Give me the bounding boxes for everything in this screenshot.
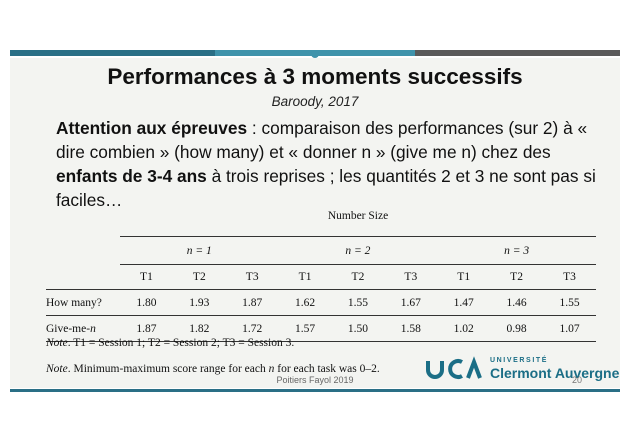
table-cell: 1.50	[331, 315, 385, 342]
table-cell: 1.07	[543, 315, 596, 342]
group-header-n1: n = 1	[120, 236, 279, 265]
table-cell: 1.72	[225, 315, 279, 342]
table-note-score-range: Note. Minimum-maximum score range for ea…	[46, 363, 380, 375]
logo-university-name: Clermont Auvergne	[490, 365, 620, 381]
uca-logo-icon	[426, 356, 482, 379]
table-cell: 1.46	[490, 289, 543, 316]
paragraph-text-1: : comparaison des performances (sur 2) à…	[56, 118, 588, 162]
table-cell: 1.67	[384, 289, 438, 316]
results-table: Number Size n = 1 n = 2 n = 3 T1 T2 T3 T…	[46, 210, 596, 342]
logo-university-label: UNIVERSITÉ	[490, 357, 549, 364]
session-header: T3	[543, 264, 596, 290]
table-caption: Number Size	[327, 210, 389, 222]
paragraph-text-2: à trois reprises ; les quantités 2 et 3 …	[56, 166, 596, 210]
table-cell: 1.58	[384, 315, 438, 342]
bottom-color-bar	[10, 389, 620, 392]
session-header-row: T1 T2 T3 T1 T2 T3 T1 T2 T3	[46, 264, 596, 290]
top-bar-segment-3	[415, 50, 620, 56]
session-header: T2	[490, 264, 543, 290]
session-header: T2	[331, 264, 385, 290]
table-cell: 1.82	[172, 315, 226, 342]
university-logo: UNIVERSITÉ Clermont Auvergne	[424, 356, 620, 382]
table-cell: 0.98	[490, 315, 543, 342]
table-cell: 1.62	[278, 289, 332, 316]
table-cell: 1.80	[120, 289, 173, 316]
table-cell: 1.02	[437, 315, 491, 342]
table-cell: 1.55	[331, 289, 385, 316]
group-header-n2: n = 2	[278, 236, 438, 265]
group-header-n3: n = 3	[437, 236, 596, 265]
table-cell: 1.93	[172, 289, 226, 316]
session-header: T2	[172, 264, 226, 290]
table-cell: 1.87	[120, 315, 173, 342]
table-cell: 1.87	[225, 289, 279, 316]
slide-paragraph: Attention aux épreuves : comparaison des…	[56, 116, 596, 212]
session-header: T3	[225, 264, 279, 290]
top-bar-dot	[311, 50, 319, 58]
top-bar-segment-1	[10, 50, 215, 56]
slide-footer: Poitiers Fayol 2019	[276, 375, 354, 385]
table-note-sessions: Note. T1 = Session 1; T2 = Session 2; T3…	[46, 337, 295, 349]
table-row: Give-me-n 1.87 1.82 1.72 1.57 1.50 1.58 …	[46, 315, 596, 342]
slide-subtitle: Baroody, 2017	[271, 94, 359, 109]
session-header: T1	[120, 264, 173, 290]
slide-title: Performances à 3 moments successifs	[107, 64, 523, 89]
page-number: 20	[572, 375, 583, 385]
table-row: How many? 1.80 1.93 1.87 1.62 1.55 1.67 …	[46, 289, 596, 316]
session-header: T1	[278, 264, 332, 290]
session-header: T1	[437, 264, 491, 290]
table-cell: 1.55	[543, 289, 596, 316]
row-label-give-me-n: Give-me-n	[46, 315, 120, 342]
table-cell: 1.47	[437, 289, 491, 316]
paragraph-lead: Attention aux épreuves	[56, 118, 248, 138]
session-header: T3	[384, 264, 438, 290]
row-label-how-many: How many?	[46, 289, 120, 316]
table-cell: 1.57	[278, 315, 332, 342]
paragraph-emphasis: enfants de 3-4 ans	[56, 166, 207, 186]
